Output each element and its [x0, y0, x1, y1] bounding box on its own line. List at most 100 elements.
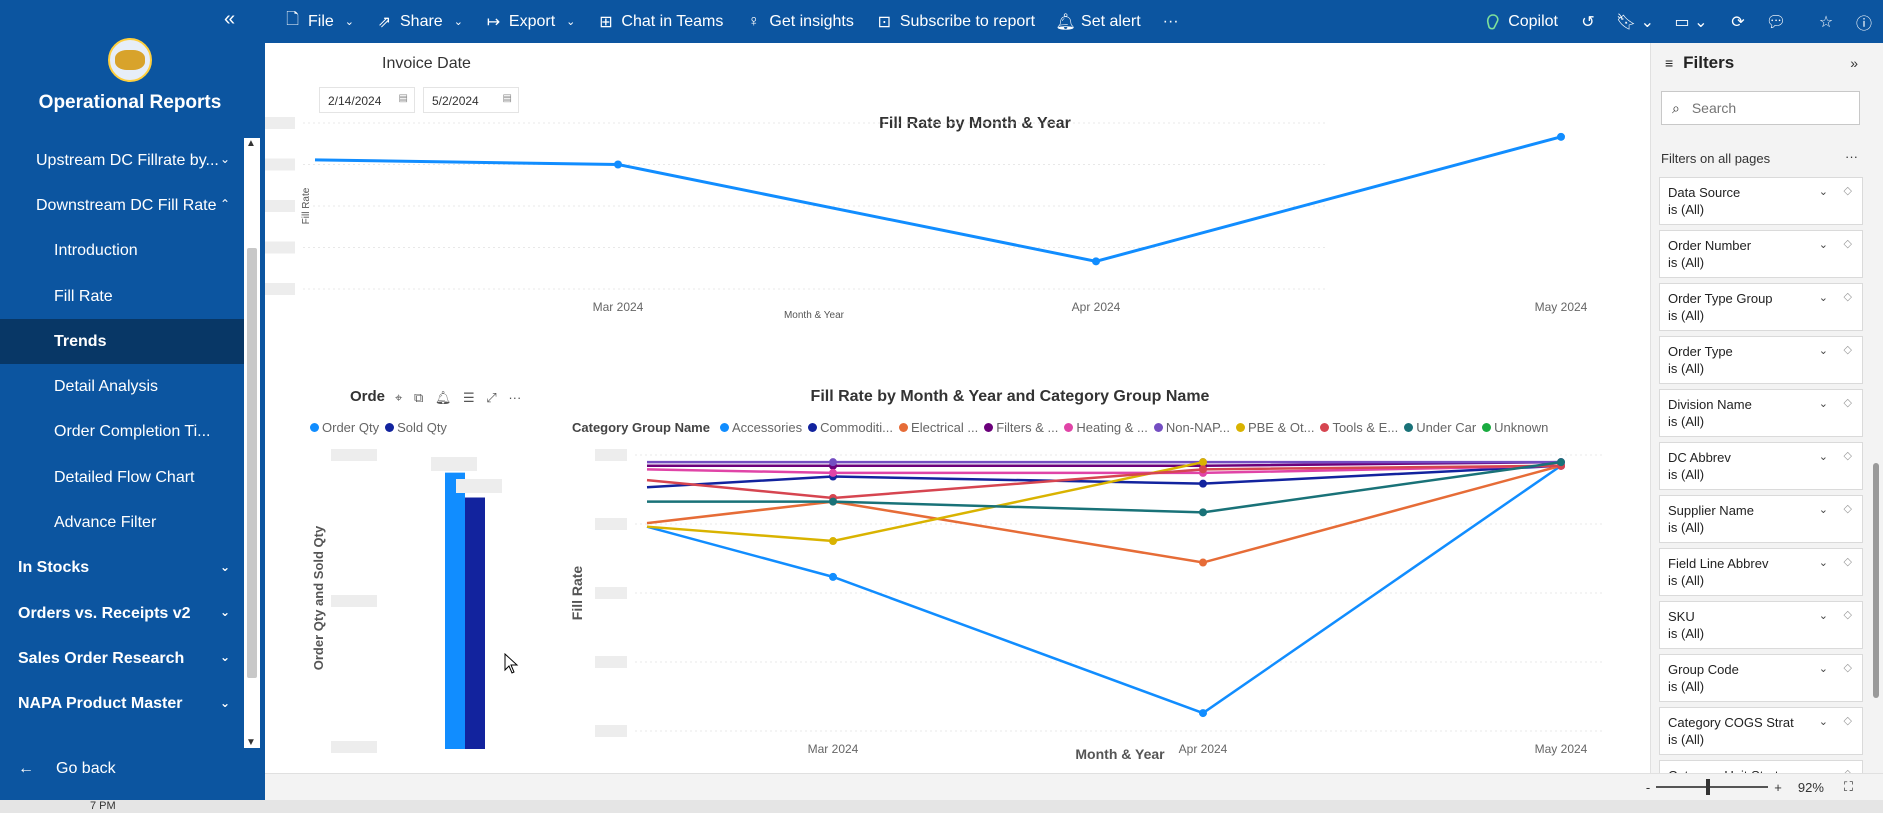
- eraser-icon[interactable]: ◇: [1843, 609, 1852, 621]
- data-point[interactable]: [1557, 132, 1565, 141]
- chevron-down-icon[interactable]: ⌄: [1818, 716, 1828, 728]
- chevron-down-icon[interactable]: ⌄: [1818, 239, 1828, 251]
- favorite-button[interactable]: ☆: [1807, 0, 1845, 43]
- legend-entry[interactable]: Under Car: [1416, 420, 1477, 435]
- more-actions-button[interactable]: ···: [1152, 0, 1190, 43]
- filter-card[interactable]: Order Type is (All) ⌄ ◇: [1659, 336, 1863, 384]
- chevron-down-icon[interactable]: ⌄: [1818, 557, 1828, 569]
- data-point[interactable]: [829, 572, 837, 581]
- chevron-down-icon[interactable]: ⌄: [220, 152, 231, 166]
- toolbar-item-3[interactable]: ⊞ Chat in Teams: [586, 0, 734, 43]
- zoom-slider[interactable]: [1656, 779, 1769, 795]
- zoom-out-button[interactable]: -: [1645, 779, 1651, 795]
- data-point[interactable]: [1199, 558, 1207, 567]
- collapse-nav-icon[interactable]: «: [224, 8, 236, 30]
- legend-entry[interactable]: Electrical ...: [911, 420, 979, 435]
- nav-item[interactable]: Fill Rate: [0, 274, 245, 319]
- eraser-icon[interactable]: ◇: [1843, 556, 1852, 568]
- toolbar-item-4[interactable]: ♀ Get insights: [734, 0, 864, 43]
- nav-item[interactable]: Detailed Flow Chart: [0, 455, 245, 500]
- data-point[interactable]: [1199, 508, 1207, 517]
- eraser-icon[interactable]: ◇: [1843, 397, 1852, 409]
- zoom-slider-thumb[interactable]: [1705, 779, 1710, 795]
- filters-more-options[interactable]: ···: [1845, 149, 1858, 164]
- nav-item[interactable]: Trends: [0, 319, 245, 365]
- chevron-down-icon[interactable]: ⌄: [220, 559, 231, 574]
- data-point[interactable]: [1092, 257, 1100, 266]
- eraser-icon[interactable]: ◇: [1843, 450, 1852, 462]
- nav-item[interactable]: Downstream DC Fill Rate ⌃: [0, 183, 245, 228]
- fit-to-page-icon[interactable]: ⛶: [1843, 779, 1853, 794]
- data-point[interactable]: [1199, 458, 1207, 467]
- filter-card[interactable]: Order Type Group is (All) ⌄ ◇: [1659, 283, 1863, 331]
- bookmark-button[interactable]: 🔖︎ ⌄: [1607, 0, 1663, 43]
- legend-entry[interactable]: Accessories: [731, 420, 803, 435]
- eraser-icon[interactable]: ◇: [1843, 185, 1852, 197]
- data-point[interactable]: [829, 458, 837, 467]
- filter-card[interactable]: Field Line Abbrev is (All) ⌄ ◇: [1659, 548, 1863, 596]
- alert-icon[interactable]: 🔔︎: [434, 390, 452, 405]
- refresh-button[interactable]: ⟳: [1719, 0, 1757, 43]
- pin-icon[interactable]: ⌖: [395, 390, 403, 405]
- focus-mode-icon[interactable]: ⤢: [486, 390, 497, 405]
- nav-item[interactable]: Upstream DC Fillrate by... ⌄: [0, 138, 245, 183]
- start-date-input[interactable]: 2/14/2024 ▤: [319, 87, 415, 113]
- data-point[interactable]: [1557, 458, 1565, 467]
- filter-card[interactable]: Order Number is (All) ⌄ ◇: [1659, 230, 1863, 278]
- series-line[interactable]: [646, 464, 1562, 475]
- chevron-down-icon[interactable]: ⌄: [1818, 186, 1828, 198]
- legend-entry[interactable]: Non-NAP...: [1165, 420, 1230, 435]
- eraser-icon[interactable]: ◇: [1843, 291, 1852, 303]
- calendar-icon[interactable]: ▤: [398, 93, 408, 104]
- eraser-icon[interactable]: ◇: [1843, 344, 1852, 356]
- filters-scrollbar[interactable]: [1870, 43, 1883, 773]
- nav-item[interactable]: Orders vs. Receipts v2 ⌄: [0, 591, 245, 636]
- eraser-icon[interactable]: ◇: [1844, 766, 1852, 773]
- copy-icon[interactable]: ⧉: [413, 390, 424, 405]
- series-line[interactable]: [646, 464, 1562, 489]
- nav-scroll-thumb[interactable]: [247, 248, 257, 678]
- calendar-icon[interactable]: ▤: [502, 93, 512, 104]
- eraser-icon[interactable]: ◇: [1843, 715, 1852, 727]
- scroll-up-icon[interactable]: ▲: [246, 138, 256, 149]
- data-point[interactable]: [1199, 709, 1207, 718]
- data-point[interactable]: [829, 468, 837, 477]
- legend-entry[interactable]: Heating & ...: [1076, 420, 1148, 435]
- info-button[interactable]: ⓘ: [1845, 0, 1883, 43]
- end-date-input[interactable]: 5/2/2024 ▤: [423, 87, 519, 113]
- filter-card[interactable]: Data Source is (All) ⌄ ◇: [1659, 177, 1863, 225]
- chevron-down-icon[interactable]: ⌄: [1818, 292, 1828, 304]
- nav-item[interactable]: Sales Order Research ⌄: [0, 636, 245, 681]
- view-button[interactable]: ▭ ⌄: [1663, 0, 1719, 43]
- chevron-down-icon[interactable]: ⌄: [220, 650, 231, 665]
- chevron-down-icon[interactable]: ⌄: [220, 604, 231, 619]
- chevron-down-icon[interactable]: ⌄: [220, 695, 231, 710]
- chevron-up-icon[interactable]: ⌃: [220, 197, 231, 212]
- legend-entry[interactable]: Unknown: [1494, 420, 1549, 435]
- filters-search-box[interactable]: ⌕: [1661, 91, 1860, 125]
- chevron-down-icon[interactable]: ⌄: [1818, 663, 1828, 675]
- chevron-down-icon[interactable]: ⌄: [1818, 504, 1828, 516]
- zoom-in-button[interactable]: +: [1774, 779, 1782, 795]
- data-point[interactable]: [1199, 479, 1207, 488]
- legend-entry[interactable]: Commoditi...: [820, 420, 894, 435]
- series-line[interactable]: [646, 464, 1562, 715]
- nav-item[interactable]: In Stocks ⌄: [0, 546, 245, 591]
- nav-item[interactable]: Order Completion Ti...: [0, 410, 245, 455]
- series-line[interactable]: [646, 464, 1562, 500]
- legend-entry[interactable]: PBE & Ot...: [1247, 420, 1315, 435]
- data-point[interactable]: [614, 160, 622, 169]
- comment-button[interactable]: 💬︎: [1757, 0, 1795, 43]
- filter-card[interactable]: Category Unit Strat⌄ ◇: [1659, 760, 1863, 773]
- go-back-button[interactable]: ← Go back: [18, 760, 116, 778]
- nav-item[interactable]: Advance Filter: [0, 500, 245, 545]
- filter-card[interactable]: SKU is (All) ⌄ ◇: [1659, 601, 1863, 649]
- legend-entry[interactable]: Filters & ...: [996, 420, 1059, 435]
- eraser-icon[interactable]: ◇: [1843, 238, 1852, 250]
- toolbar-item-2[interactable]: ↦ Export ⌄: [474, 0, 586, 43]
- filters-search-input[interactable]: [1691, 100, 1822, 116]
- eraser-icon[interactable]: ◇: [1843, 503, 1852, 515]
- bar[interactable]: [445, 472, 465, 749]
- filter-card[interactable]: Division Name is (All) ⌄ ◇: [1659, 389, 1863, 437]
- more-options-icon[interactable]: ···: [508, 390, 522, 405]
